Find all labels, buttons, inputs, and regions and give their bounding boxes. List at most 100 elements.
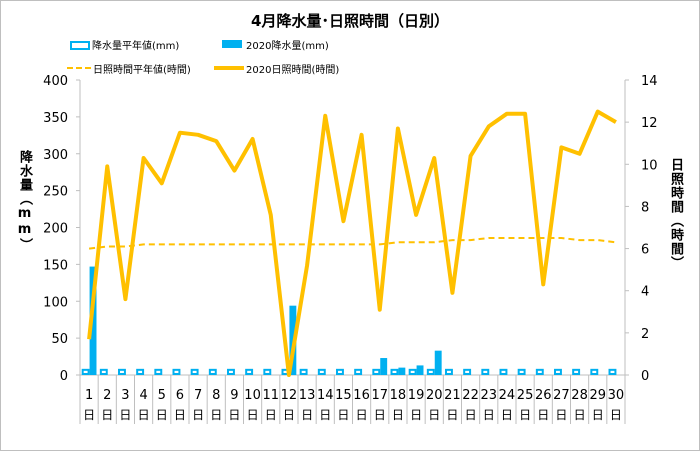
x-tick-label: 8 — [212, 388, 220, 403]
bar-2020-precip — [89, 266, 97, 375]
x-tick-day-suffix: 日 — [319, 408, 331, 422]
bar-normal-precip — [426, 368, 435, 375]
x-tick-day-suffix: 日 — [265, 408, 277, 422]
x-tick-day-suffix: 日 — [138, 408, 150, 422]
bar-normal-precip — [263, 368, 272, 375]
legend-label-normal-sunshine: 日照時間平年値(時間) — [93, 65, 191, 76]
x-tick-day-suffix: 日 — [228, 408, 240, 422]
bar-normal-precip — [517, 368, 526, 375]
bar-normal-precip — [190, 368, 199, 375]
y2-tick-label: 4 — [641, 285, 649, 300]
y-tick-label: 0 — [60, 369, 68, 384]
x-tick-day-suffix: 日 — [483, 408, 495, 422]
bar-2020-precip — [434, 350, 442, 375]
legend-swatch-2020-sunshine — [214, 66, 244, 70]
x-tick-label: 27 — [553, 388, 570, 403]
y-axis-title: 降水量（mm） — [17, 150, 32, 252]
x-tick-label: 23 — [480, 388, 497, 403]
bar-normal-precip — [572, 368, 581, 375]
x-tick-label: 17 — [371, 388, 388, 403]
bar-normal-precip — [172, 368, 181, 375]
bar-normal-precip — [99, 368, 108, 375]
y-tick-label: 150 — [43, 258, 68, 273]
x-tick-day-suffix: 日 — [210, 408, 222, 422]
x-tick-label: 29 — [589, 388, 606, 403]
x-tick-label: 24 — [499, 388, 516, 403]
bar-normal-precip — [445, 368, 453, 375]
y-tick-label: 100 — [43, 295, 68, 310]
bar-normal-precip — [408, 368, 417, 375]
bar-normal-precip — [499, 368, 508, 375]
x-tick-label: 11 — [262, 388, 279, 403]
y2-tick-label: 14 — [641, 74, 658, 89]
line-2020-sunshine — [87, 109, 617, 377]
x-tick-label: 5 — [158, 388, 166, 403]
y-tick-label: 400 — [43, 74, 68, 89]
x-tick-label: 20 — [426, 388, 443, 403]
x-tick-label: 7 — [194, 388, 202, 403]
x-tick-day-suffix: 日 — [574, 408, 586, 422]
legend-label-2020-sunshine: 2020日照時間(時間) — [246, 65, 340, 76]
y-tick-label: 250 — [43, 185, 68, 200]
x-tick-day-suffix: 日 — [247, 408, 259, 422]
bar-normal-precip — [317, 368, 326, 375]
y2-tick-label: 2 — [641, 327, 649, 342]
x-tick-label: 28 — [571, 388, 588, 403]
bar-normal-precip — [608, 368, 617, 375]
x-tick-label: 16 — [353, 388, 370, 403]
x-tick-label: 19 — [408, 388, 425, 403]
x-tick-label: 9 — [230, 388, 238, 403]
x-tick-day-suffix: 日 — [174, 408, 186, 422]
bar-normal-precip — [136, 368, 145, 375]
x-tick-label: 3 — [121, 388, 129, 403]
bar-normal-precip — [390, 368, 399, 375]
bar-2020-precip — [398, 367, 406, 375]
x-tick-day-suffix: 日 — [519, 408, 531, 422]
y2-tick-label: 10 — [641, 158, 658, 173]
bar-normal-precip — [208, 368, 217, 375]
x-tick-day-suffix: 日 — [446, 408, 458, 422]
bar-normal-precip — [354, 368, 363, 375]
legend-swatch-2020-precip — [222, 40, 242, 48]
x-tick-label: 22 — [462, 388, 479, 403]
line-normal-sunshine — [88, 237, 617, 250]
y-tick-label: 200 — [43, 222, 68, 237]
bar-normal-precip — [336, 368, 344, 375]
chart-title: 4月降水量･日照時間（日別） — [251, 12, 449, 30]
x-tick-label: 30 — [608, 388, 625, 403]
x-tick-day-suffix: 日 — [428, 408, 440, 422]
x-tick-day-suffix: 日 — [283, 408, 295, 422]
bar-normal-precip — [154, 368, 163, 375]
x-tick-label: 12 — [281, 388, 298, 403]
y2-tick-label: 6 — [641, 243, 649, 258]
x-tick-day-suffix: 日 — [356, 408, 368, 422]
bar-normal-precip — [245, 368, 254, 375]
x-tick-day-suffix: 日 — [392, 408, 404, 422]
y-tick-label: 300 — [43, 148, 68, 163]
x-tick-label: 25 — [517, 388, 534, 403]
legend-swatch-normal-sunshine — [67, 67, 91, 69]
bar-normal-precip — [227, 368, 235, 375]
y2-tick-label: 8 — [641, 200, 649, 215]
x-tick-label: 15 — [335, 388, 352, 403]
legend-swatch-normal-precip — [70, 41, 90, 50]
bar-normal-precip — [535, 368, 544, 375]
y2-tick-label: 0 — [641, 369, 649, 384]
x-tick-label: 10 — [244, 388, 261, 403]
x-tick-label: 21 — [444, 388, 461, 403]
x-tick-label: 26 — [535, 388, 552, 403]
x-tick-day-suffix: 日 — [592, 408, 604, 422]
bar-normal-precip — [554, 368, 562, 375]
x-tick-day-suffix: 日 — [555, 408, 567, 422]
x-tick-day-suffix: 日 — [501, 408, 513, 422]
legend-label-2020-precip: 2020降水量(mm) — [246, 41, 329, 52]
y-tick-label: 350 — [43, 111, 68, 126]
x-tick-label: 14 — [317, 388, 334, 403]
y-tick-label: 50 — [51, 332, 68, 347]
bar-2020-precip — [380, 358, 388, 375]
x-tick-day-suffix: 日 — [410, 408, 422, 422]
bar-normal-precip — [81, 368, 90, 375]
x-tick-day-suffix: 日 — [301, 408, 313, 422]
bar-normal-precip — [463, 368, 472, 375]
